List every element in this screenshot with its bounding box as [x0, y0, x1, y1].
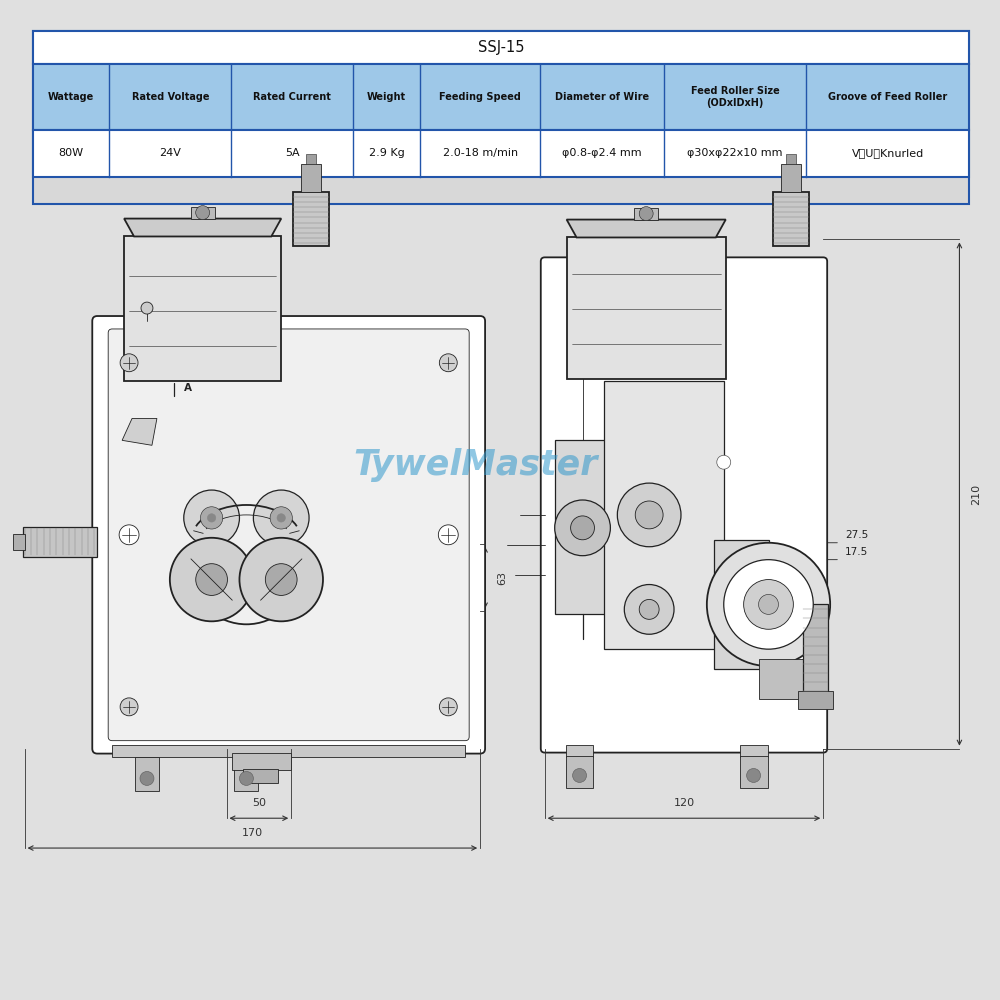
- Bar: [604, 381, 724, 649]
- Circle shape: [639, 207, 653, 221]
- Bar: [781, 164, 801, 192]
- Circle shape: [120, 698, 138, 716]
- Bar: [112, 745, 465, 757]
- Text: Groove of Feed Roller: Groove of Feed Roller: [828, 92, 948, 102]
- Text: φ30xφ22x10 mm: φ30xφ22x10 mm: [687, 148, 783, 158]
- Polygon shape: [122, 418, 157, 445]
- Circle shape: [635, 501, 663, 529]
- Circle shape: [120, 354, 138, 372]
- Bar: [23, 527, 97, 557]
- Bar: [33, 64, 969, 130]
- Bar: [555, 440, 609, 614]
- Circle shape: [439, 698, 457, 716]
- Circle shape: [196, 206, 210, 220]
- Circle shape: [717, 455, 731, 469]
- Bar: [567, 237, 726, 379]
- Text: 120: 120: [673, 798, 695, 808]
- Circle shape: [724, 560, 813, 649]
- Bar: [301, 164, 321, 192]
- Bar: [786, 154, 796, 164]
- Text: 50: 50: [252, 798, 266, 808]
- Text: A: A: [184, 383, 192, 393]
- Text: V、U、Knurled: V、U、Knurled: [852, 148, 924, 158]
- Text: 24V: 24V: [159, 148, 181, 158]
- Circle shape: [253, 490, 309, 546]
- Bar: [243, 768, 278, 783]
- Circle shape: [277, 514, 285, 522]
- Text: 63: 63: [497, 571, 507, 585]
- Circle shape: [555, 500, 610, 556]
- Bar: [566, 745, 593, 757]
- Circle shape: [184, 490, 239, 546]
- Circle shape: [140, 771, 154, 785]
- Bar: [33, 130, 969, 177]
- Bar: [306, 154, 316, 164]
- Bar: [124, 236, 281, 381]
- Text: Rated Voltage: Rated Voltage: [132, 92, 209, 102]
- Circle shape: [747, 768, 761, 782]
- Circle shape: [200, 507, 223, 529]
- FancyBboxPatch shape: [541, 257, 827, 753]
- Bar: [740, 745, 768, 757]
- Circle shape: [239, 538, 323, 621]
- Bar: [234, 757, 258, 791]
- Bar: [714, 540, 769, 669]
- Circle shape: [573, 768, 587, 782]
- Text: 210: 210: [971, 483, 981, 505]
- Polygon shape: [567, 220, 726, 237]
- Text: 170: 170: [242, 828, 263, 838]
- Circle shape: [119, 525, 139, 545]
- Circle shape: [196, 564, 227, 595]
- Circle shape: [239, 771, 253, 785]
- Bar: [135, 757, 159, 791]
- Circle shape: [207, 514, 216, 522]
- Text: TywelMaster: TywelMaster: [353, 448, 597, 482]
- Circle shape: [571, 516, 594, 540]
- Text: Feed Roller Size
(ODxlDxH): Feed Roller Size (ODxlDxH): [691, 86, 780, 108]
- Circle shape: [744, 580, 793, 629]
- Circle shape: [617, 483, 681, 547]
- Text: φ0.8-φ2.4 mm: φ0.8-φ2.4 mm: [562, 148, 642, 158]
- Polygon shape: [124, 219, 281, 236]
- Circle shape: [270, 507, 292, 529]
- Circle shape: [265, 564, 297, 595]
- Circle shape: [141, 302, 153, 314]
- Circle shape: [639, 599, 659, 619]
- Text: Feeding Speed: Feeding Speed: [439, 92, 521, 102]
- FancyBboxPatch shape: [108, 329, 469, 741]
- Bar: [759, 659, 808, 699]
- Text: 2.9 Kg: 2.9 Kg: [369, 148, 405, 158]
- Text: 2.0-18 m/min: 2.0-18 m/min: [443, 148, 518, 158]
- Bar: [798, 691, 833, 709]
- Text: Diameter of Wire: Diameter of Wire: [555, 92, 649, 102]
- Bar: [13, 534, 25, 550]
- Text: 80W: 80W: [58, 148, 84, 158]
- Circle shape: [438, 525, 458, 545]
- Bar: [634, 208, 658, 220]
- Bar: [232, 753, 291, 770]
- Circle shape: [624, 585, 674, 634]
- Circle shape: [707, 543, 830, 666]
- Text: Weight: Weight: [367, 92, 406, 102]
- Bar: [566, 756, 593, 788]
- Circle shape: [439, 354, 457, 372]
- FancyBboxPatch shape: [92, 316, 485, 754]
- Bar: [773, 192, 809, 246]
- Bar: [33, 31, 969, 204]
- Text: Rated Current: Rated Current: [253, 92, 331, 102]
- Bar: [803, 604, 828, 694]
- Circle shape: [759, 594, 778, 614]
- Bar: [191, 207, 215, 219]
- Text: 27.5: 27.5: [845, 530, 868, 540]
- Text: Wattage: Wattage: [48, 92, 94, 102]
- Text: 17.5: 17.5: [845, 547, 868, 557]
- Bar: [33, 31, 969, 64]
- Text: 5A: 5A: [285, 148, 299, 158]
- Circle shape: [170, 538, 253, 621]
- Bar: [293, 192, 329, 246]
- Text: SSJ-15: SSJ-15: [478, 40, 524, 55]
- Bar: [740, 756, 768, 788]
